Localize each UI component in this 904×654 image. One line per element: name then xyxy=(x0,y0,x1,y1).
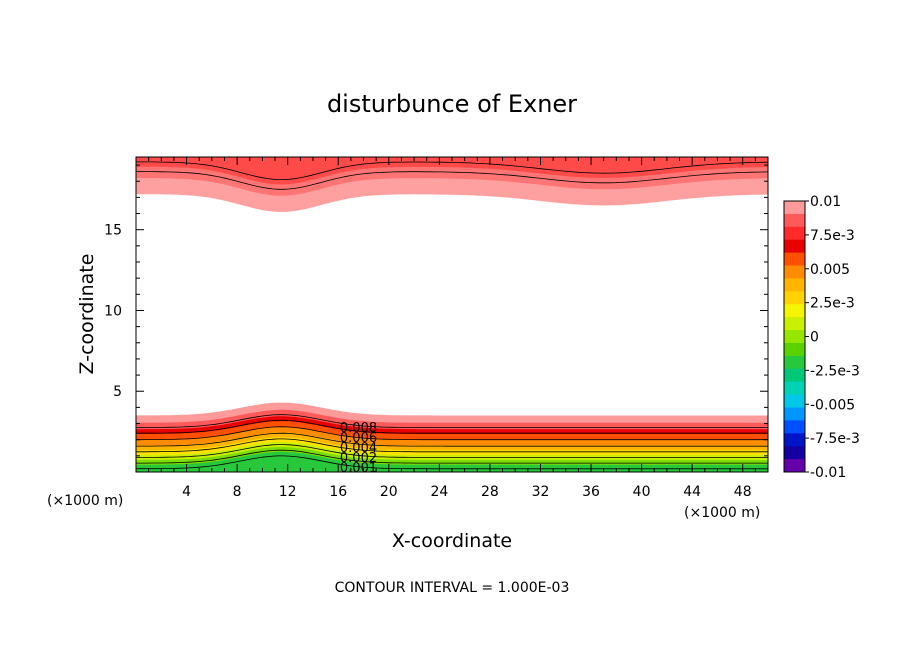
colorbar-swatch xyxy=(784,459,805,473)
contour-band-top-2 xyxy=(136,157,768,185)
colorbar: 0.01 7.5e-3 0.005 2.5e-3 0 -2.5e-3 -0.005 -7.5e… xyxy=(783,194,860,481)
contour-line-top-0 xyxy=(136,171,768,190)
contour-label: 0.006 xyxy=(340,431,377,446)
colorbar-swatch xyxy=(784,420,805,434)
colorbar-label: 7.5e-3 xyxy=(810,228,855,244)
contour-label: 0.002 xyxy=(340,451,377,466)
contour-line-low-3 xyxy=(136,432,768,447)
x-tick-label: 40 xyxy=(633,484,651,500)
colorbar-swatch xyxy=(784,304,805,318)
colorbar-label: 0.005 xyxy=(810,262,850,278)
colorbar-label: 0 xyxy=(810,330,819,346)
y-tick-label: 5 xyxy=(113,384,122,400)
x-axis-label: X-coordinate xyxy=(392,530,512,552)
chart-title: disturbunce of Exner xyxy=(327,90,577,118)
colorbar-label: -0.005 xyxy=(810,397,855,413)
contour-fill-layer xyxy=(136,157,768,472)
contour-line-low-1 xyxy=(136,419,768,434)
contour-line-low-6 xyxy=(136,449,768,464)
colorbar-swatch xyxy=(784,226,805,241)
colorbar-swatch xyxy=(784,342,805,357)
colorbar-swatch xyxy=(784,291,805,305)
colorbar-swatch xyxy=(784,433,805,447)
x-tick-label: 8 xyxy=(233,484,242,500)
contour-line-low-0 xyxy=(136,414,768,429)
colorbar-swatch xyxy=(784,278,805,292)
colorbar-swatch xyxy=(784,317,805,331)
colorbar-swatch xyxy=(784,330,805,344)
contour-line-top-1 xyxy=(136,161,768,181)
y-tick-label: 15 xyxy=(104,223,122,239)
contour-line-low-4 xyxy=(136,438,768,453)
colorbar-swatch xyxy=(784,355,805,370)
colorbar-swatch xyxy=(784,368,805,383)
colorbar-swatch xyxy=(784,394,805,408)
colorbar-swatch xyxy=(784,201,805,215)
contour-interval-note: CONTOUR INTERVAL = 1.000E-03 xyxy=(335,580,570,596)
colorbar-swatch xyxy=(784,252,805,267)
contour-label: 0.001 xyxy=(340,461,377,476)
colorbar-label: -0.01 xyxy=(810,465,846,481)
x-tick-label: 28 xyxy=(481,484,499,500)
x-tick-label: 20 xyxy=(380,484,398,500)
x-tick-label: 36 xyxy=(582,484,600,500)
contour-line-layer xyxy=(136,161,768,470)
colorbar-swatch xyxy=(784,407,805,421)
x-tick-label: 32 xyxy=(532,484,550,500)
colorbar-swatch xyxy=(784,239,805,254)
colorbar-label: -7.5e-3 xyxy=(810,431,860,447)
y-tick-label: 10 xyxy=(104,303,122,319)
contour-line-low-5 xyxy=(136,444,768,458)
y-axis-label: Z-coordinate xyxy=(76,254,98,375)
x-unit-left: (×1000 m) xyxy=(47,493,123,509)
contour-label: 0.008 xyxy=(340,421,377,436)
colorbar-swatch xyxy=(784,446,805,460)
colorbar-swatch xyxy=(784,213,805,228)
x-unit-right: (×1000 m) xyxy=(684,505,760,521)
x-tick-label: 24 xyxy=(430,484,448,500)
contour-line-low-2 xyxy=(136,426,768,441)
x-tick-label: 12 xyxy=(279,484,297,500)
colorbar-label: 0.01 xyxy=(810,194,841,210)
colorbar-label: -2.5e-3 xyxy=(810,363,860,379)
x-tick-label: 4 xyxy=(182,484,191,500)
contour-label: 0.004 xyxy=(340,441,377,456)
x-tick-label: 16 xyxy=(329,484,347,500)
x-tick-label: 44 xyxy=(683,484,701,500)
colorbar-label: 2.5e-3 xyxy=(810,296,855,312)
colorbar-swatch xyxy=(784,381,805,396)
x-tick-label: 48 xyxy=(734,484,752,500)
colorbar-swatch xyxy=(784,265,805,279)
